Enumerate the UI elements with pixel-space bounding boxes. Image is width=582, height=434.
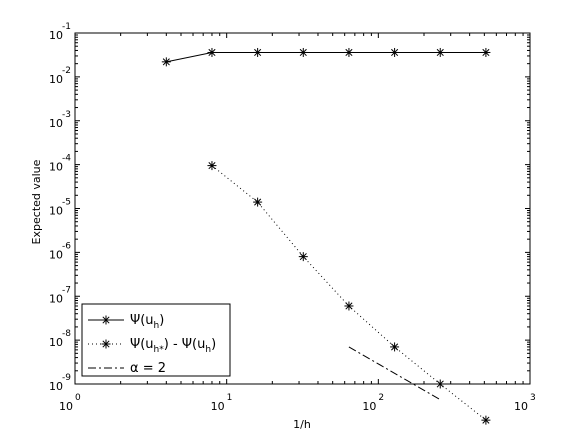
data-point <box>344 301 354 311</box>
series-layer <box>161 47 491 425</box>
legend-entry-3: α = 2 <box>130 361 166 376</box>
tick-marks <box>74 32 531 385</box>
series-2 <box>207 161 491 425</box>
x-tick-exponent: 0 <box>75 393 81 403</box>
y-tick-exponent: -6 <box>62 241 71 251</box>
y-tick-exponent: -1 <box>62 22 71 32</box>
legend-box <box>81 303 231 377</box>
y-tick-label: 10-3 <box>49 110 71 130</box>
y-tick-exponent: -8 <box>62 329 71 339</box>
y-tick-exponent: -3 <box>62 110 71 120</box>
y-tick-label: 10-4 <box>49 154 71 174</box>
legend-entry-2: Ψ(uh*) - Ψ(uh) <box>130 337 216 355</box>
x-axis-label: 1/h <box>293 418 311 431</box>
y-tick-label: 10-2 <box>49 66 71 86</box>
x-tick-base: 10 <box>514 400 528 413</box>
y-tick-base: 10 <box>49 292 63 305</box>
data-point <box>435 379 445 389</box>
x-tick-label: 102 <box>362 393 384 413</box>
y-axis-label: Expected value <box>30 159 43 244</box>
x-tick-base: 10 <box>211 400 225 413</box>
y-tick-label: 10-5 <box>49 198 71 218</box>
x-tick-label: 100 <box>59 393 81 413</box>
x-tick-exponent: 1 <box>227 393 233 403</box>
data-point <box>390 342 400 352</box>
series-line <box>166 52 486 63</box>
data-point <box>298 47 308 57</box>
legend-marker-2 <box>101 339 111 349</box>
data-point <box>435 47 445 57</box>
data-point <box>298 252 308 262</box>
legend: Ψ(uh) Ψ(uh*) - Ψ(uh) α = 2 <box>81 303 231 377</box>
y-tick-label: 10-8 <box>49 329 71 349</box>
series-1 <box>161 47 491 67</box>
y-tick-base: 10 <box>49 205 63 218</box>
y-tick-label: 10-6 <box>49 241 71 261</box>
y-tick-base: 10 <box>49 73 63 86</box>
series-3 <box>348 346 441 401</box>
legend-asterisk <box>101 315 111 325</box>
data-point <box>344 47 354 57</box>
legend-marker-1 <box>101 315 111 325</box>
legend-entry-1: Ψ(uh) <box>130 313 164 331</box>
x-tick-label: 101 <box>211 393 233 413</box>
y-tick-base: 10 <box>49 336 63 349</box>
data-point <box>207 47 217 57</box>
y-tick-exponent: -2 <box>62 66 71 76</box>
data-point <box>207 161 217 171</box>
y-tick-exponent: -5 <box>62 198 71 208</box>
data-point <box>253 197 263 207</box>
x-tick-base: 10 <box>59 400 73 413</box>
y-tick-exponent: -4 <box>62 154 71 164</box>
data-point <box>481 415 491 425</box>
x-tick-base: 10 <box>362 400 376 413</box>
data-point <box>161 57 171 67</box>
data-point <box>481 47 491 57</box>
y-tick-base: 10 <box>49 29 63 42</box>
y-tick-exponent: -7 <box>62 285 71 295</box>
y-tick-exponent: -9 <box>62 373 71 383</box>
x-tick-label: 103 <box>514 393 536 413</box>
x-tick-exponent: 2 <box>378 393 384 403</box>
data-point <box>253 47 263 57</box>
x-tick-exponent: 3 <box>530 393 536 403</box>
y-tick-label: 10-9 <box>49 373 71 393</box>
y-tick-base: 10 <box>49 117 63 130</box>
y-tick-base: 10 <box>49 380 63 393</box>
y-tick-base: 10 <box>49 161 63 174</box>
y-tick-label: 10-7 <box>49 285 71 305</box>
tick-labels: 10010110210310-110-210-310-410-510-610-7… <box>49 22 536 413</box>
data-point <box>390 47 400 57</box>
series-line <box>348 346 441 401</box>
legend-asterisk <box>101 339 111 349</box>
y-tick-base: 10 <box>49 248 63 261</box>
y-tick-label: 10-1 <box>49 22 71 42</box>
